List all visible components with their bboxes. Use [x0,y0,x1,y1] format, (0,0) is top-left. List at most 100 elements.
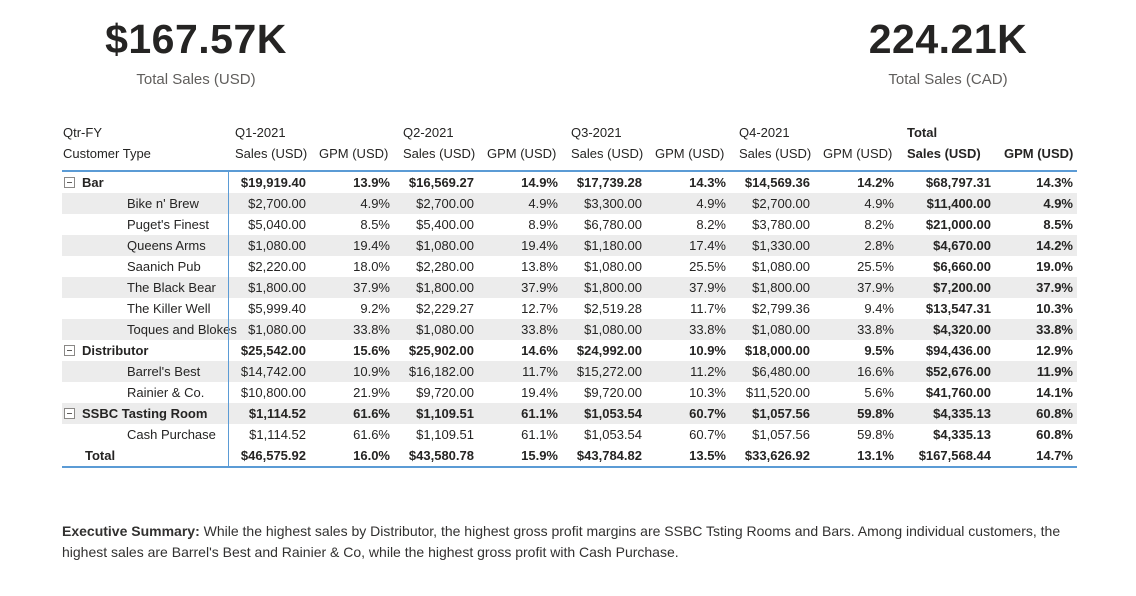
table-row-saanich-pub[interactable]: Saanich Pub $2,220.00 18.0% $2,280.00 13.8% $… [62,256,1077,277]
cell-sales: $5,999.40 [228,298,312,319]
table-row-puget-s-finest[interactable]: Puget's Finest $5,040.00 8.5% $5,400.00 8.9%… [62,214,1077,235]
column-header-sales-q3-2021[interactable]: Sales (USD) [571,146,644,161]
cell-sales: $1,800.00 [228,277,312,298]
column-header-gpm-q1-2021[interactable]: GPM (USD) [319,146,389,161]
cell-gpm: 10.9% [353,364,390,379]
row-label: Bar [82,175,104,190]
table-row-rainier-co-[interactable]: Rainier & Co. $10,800.00 21.9% $9,720.00 19.… [62,382,1077,403]
kpi-value-cad: 224.21K [868,16,1028,62]
cell-gpm: 19.4% [353,238,390,253]
collapse-icon[interactable] [64,345,75,356]
cell-sales: $3,780.00 [752,217,810,232]
matrix-table: Qtr-FY Q1-2021 Q2-2021 Q3-2021 Q4-2021 Total C… [62,122,1077,468]
cell-sales: $2,700.00 [416,196,474,211]
cell-gpm: 37.9% [353,280,390,295]
cell-sales: $68,797.31 [925,175,991,190]
column-group-q3-2021[interactable]: Q3-2021 [571,125,622,140]
cell-gpm: 9.5% [864,343,894,358]
cell-sales: $2,799.36 [752,301,810,316]
cell-gpm: 14.3% [689,175,726,190]
cell-gpm: 4.9% [528,196,558,211]
cell-gpm: 15.9% [521,448,558,463]
cell-sales: $6,780.00 [584,217,642,232]
cell-sales: $24,992.00 [576,343,642,358]
cell-sales: $9,720.00 [416,385,474,400]
cell-gpm: 2.8% [864,238,894,253]
table-row-queens-arms[interactable]: Queens Arms $1,080.00 19.4% $1,080.00 19.4% $… [62,235,1077,256]
column-group-q2-2021[interactable]: Q2-2021 [403,125,454,140]
row-header: Queens Arms [127,238,206,253]
row-header: Cash Purchase [127,427,216,442]
table-row-bike-n-brew[interactable]: Bike n' Brew $2,700.00 4.9% $2,700.00 4.9% $3… [62,193,1077,214]
cell-gpm: 33.8% [353,322,390,337]
cell-sales: $2,220.00 [228,256,312,277]
row-header: The Killer Well [127,301,211,316]
cell-sales: $1,080.00 [752,322,810,337]
cell-gpm: 33.8% [521,322,558,337]
column-header-sales-q4-2021[interactable]: Sales (USD) [739,146,812,161]
cell-gpm: 11.2% [690,364,726,379]
column-header-sales-q2-2021[interactable]: Sales (USD) [403,146,476,161]
column-header-sales-total[interactable]: Sales (USD) [907,146,981,161]
cell-gpm: 10.3% [1036,301,1073,316]
row-header: Bike n' Brew [127,196,199,211]
matrix-header-groups: Qtr-FY Q1-2021 Q2-2021 Q3-2021 Q4-2021 Total [62,122,1077,144]
column-header-gpm-q3-2021[interactable]: GPM (USD) [655,146,725,161]
column-header-gpm-q2-2021[interactable]: GPM (USD) [487,146,557,161]
cell-sales: $9,720.00 [584,385,642,400]
cell-sales: $52,676.00 [925,364,991,379]
cell-sales: $1,800.00 [752,280,810,295]
table-row-the-killer-well[interactable]: The Killer Well $5,999.40 9.2% $2,229.27 12.… [62,298,1077,319]
row-header: Barrel's Best [127,364,201,379]
executive-summary-title: Executive Summary: [62,523,200,539]
kpi-card-total-sales-usd: $167.57K Total Sales (USD) [60,16,332,88]
table-row-total[interactable]: Total $46,575.92 16.0% $43,580.78 15.9% $43,7… [62,445,1077,466]
column-group-q1-2021[interactable]: Q1-2021 [235,125,286,140]
table-row-cash-purchase[interactable]: Cash Purchase $1,114.52 61.6% $1,109.51 61.1… [62,424,1077,445]
row-header: Puget's Finest [127,217,209,232]
cell-sales: $43,784.82 [576,448,642,463]
cell-gpm: 14.2% [857,175,894,190]
column-group-total[interactable]: Total [907,125,938,140]
column-header-gpm-total[interactable]: GPM (USD) [1004,146,1074,161]
cell-gpm: 14.3% [1036,175,1073,190]
table-row-ssbc-tasting-room[interactable]: SSBC Tasting Room $1,114.52 61.6% $1,109.51… [62,403,1077,424]
cell-sales: $14,742.00 [228,361,312,382]
column-header-gpm-q4-2021[interactable]: GPM (USD) [823,146,893,161]
cell-gpm: 14.9% [521,175,558,190]
cell-gpm: 4.9% [696,196,726,211]
cell-gpm: 4.9% [1043,196,1073,211]
cell-sales: $4,335.13 [933,427,991,442]
executive-summary-text: While the highest sales by Distributor, … [62,523,1061,560]
cell-sales: $43,580.78 [408,448,474,463]
cell-sales: $1,114.52 [228,424,312,445]
row-header-total: Total [85,448,116,463]
row-header: Saanich Pub [127,259,201,274]
cell-sales: $18,000.00 [744,343,810,358]
cell-gpm: 61.6% [353,427,390,442]
column-group-q4-2021[interactable]: Q4-2021 [739,125,790,140]
cell-gpm: 37.9% [521,280,558,295]
cell-sales: $4,670.00 [933,238,991,253]
table-row-toques-and-blokes[interactable]: Toques and Blokes $1,080.00 33.8% $1,080.00… [62,319,1077,340]
collapse-icon[interactable] [64,408,75,419]
table-row-distributor[interactable]: Distributor $25,542.00 15.6% $25,902.00 14.6… [62,340,1077,361]
cell-gpm: 10.3% [689,385,726,400]
cell-sales: $16,569.27 [408,175,474,190]
column-header-sales-q1-2021[interactable]: Sales (USD) [235,146,308,161]
cell-gpm: 60.8% [1036,406,1073,421]
cell-gpm: 8.2% [696,217,726,232]
cell-gpm: 25.5% [857,259,894,274]
cell-sales: $2,229.27 [416,301,474,316]
cell-gpm: 10.9% [689,343,726,358]
table-row-barrel-s-best[interactable]: Barrel's Best $14,742.00 10.9% $16,182.00 11… [62,361,1077,382]
collapse-icon[interactable] [64,177,75,188]
cell-gpm: 13.8% [521,259,558,274]
cell-gpm: 8.5% [1043,217,1073,232]
row-header: Distributor [62,340,228,361]
executive-summary: Executive Summary: While the highest sal… [62,521,1070,563]
table-row-bar[interactable]: Bar $19,919.40 13.9% $16,569.27 14.9% $17,739… [62,172,1077,193]
row-header: Bar [62,172,228,193]
table-row-the-black-bear[interactable]: The Black Bear $1,800.00 37.9% $1,800.00 37.… [62,277,1077,298]
cell-sales: $17,739.28 [576,175,642,190]
